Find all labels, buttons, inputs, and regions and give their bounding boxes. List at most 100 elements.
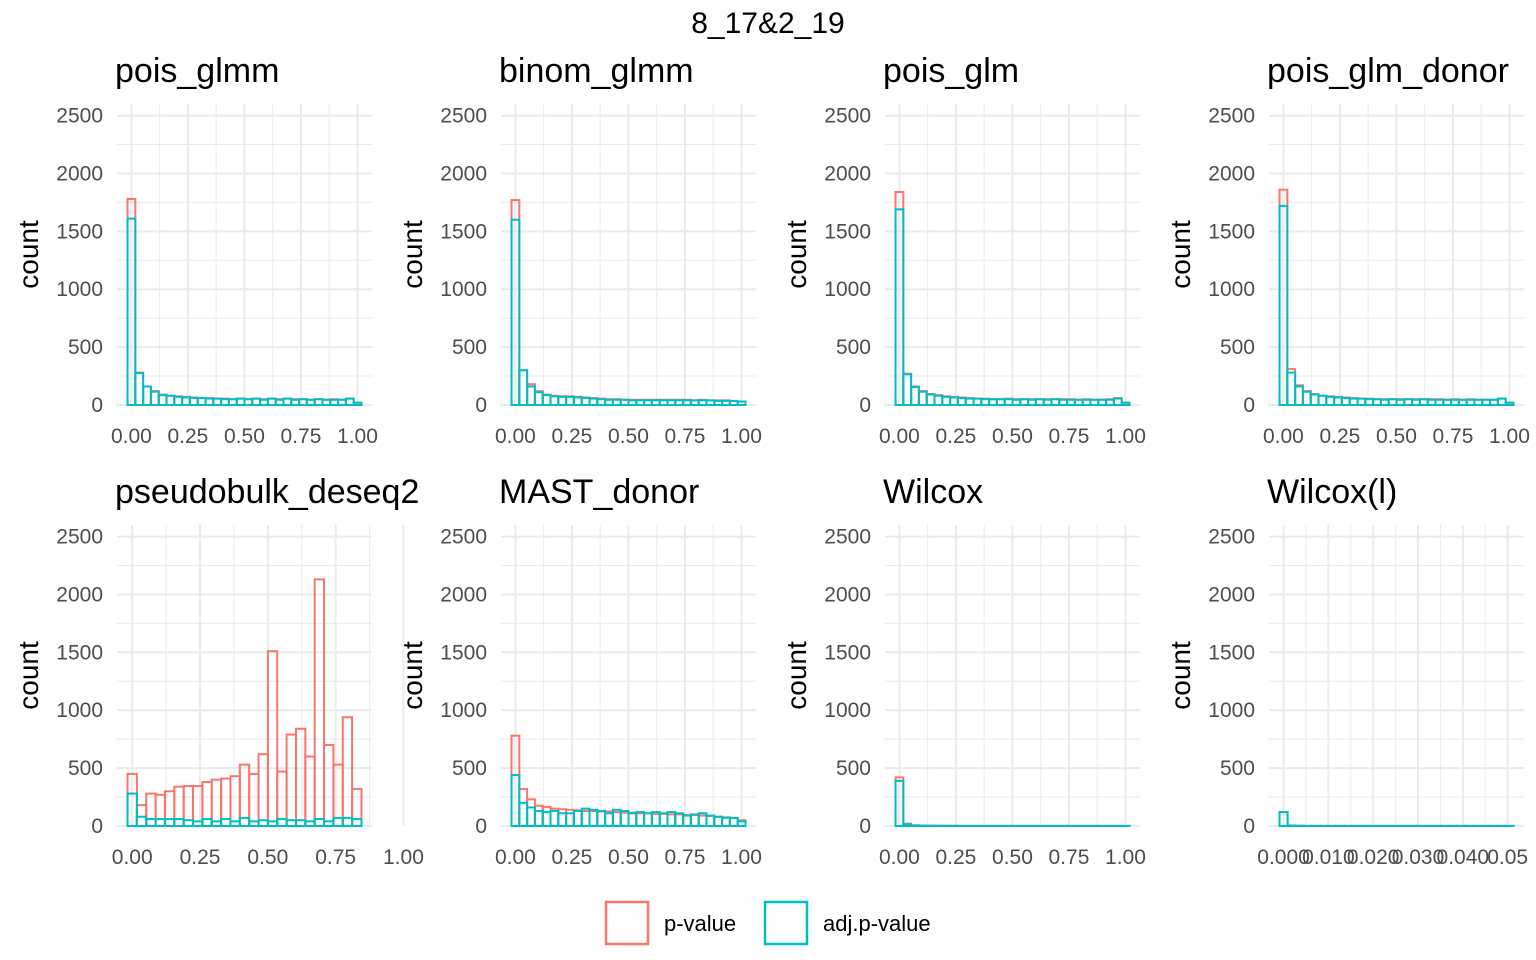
y-axis-label: count bbox=[781, 641, 812, 710]
x-tick-label: 0.00 bbox=[879, 846, 920, 869]
y-tick-label: 1500 bbox=[824, 641, 871, 664]
bar-adj-p-value bbox=[196, 397, 207, 406]
x-tick-label: 1.00 bbox=[1105, 425, 1146, 448]
panel-wilcox: 0 500 1000 1500 2000 2500 0.00 0.25 0.50 0.75 1.00… bbox=[781, 473, 1146, 869]
bar-adj-p-value bbox=[1034, 398, 1045, 407]
bar-p-value bbox=[149, 390, 160, 407]
y-axis-label: count bbox=[1165, 220, 1196, 289]
bar-p-value bbox=[323, 743, 335, 828]
bar-p-value bbox=[572, 809, 583, 828]
bar-adj-p-value bbox=[149, 390, 160, 406]
y-axis-label: count bbox=[13, 220, 44, 289]
x-tick-label: 0.75 bbox=[1049, 846, 1090, 869]
bar-adj-p-value bbox=[549, 809, 560, 828]
x-tick-label: 0.75 bbox=[281, 425, 322, 448]
bar-adj-p-value bbox=[980, 398, 991, 407]
bar-adj-p-value bbox=[1457, 398, 1468, 406]
bar-p-value bbox=[165, 394, 176, 407]
panel-binom-glmm: 0 500 1000 1500 2000 2500 0.00 0.25 0.50 0.75 1.00… bbox=[397, 52, 762, 448]
panel-title: pois_glm bbox=[883, 52, 1019, 90]
bar-adj-p-value bbox=[145, 818, 157, 827]
panel-title: Wilcox(l) bbox=[1267, 473, 1397, 511]
bar-p-value bbox=[689, 814, 700, 828]
x-tick-label: 0.00 bbox=[495, 425, 536, 448]
bar-adj-p-value bbox=[902, 373, 913, 407]
bar-adj-p-value bbox=[257, 819, 269, 828]
bar-adj-p-value bbox=[557, 812, 568, 827]
bar-p-value bbox=[257, 753, 269, 828]
panel-mast-donor: 0 500 1000 1500 2000 2500 0.00 0.25 0.50 0.75 1.00… bbox=[397, 473, 762, 869]
y-tick-label: 0 bbox=[475, 815, 487, 838]
bar-p-value bbox=[1294, 384, 1304, 407]
y-tick-label: 2500 bbox=[440, 526, 487, 549]
bar-adj-p-value bbox=[1027, 398, 1037, 406]
bar-adj-p-value bbox=[305, 398, 316, 406]
bar-p-value bbox=[557, 808, 568, 827]
x-tick-label: 0.25 bbox=[551, 425, 592, 448]
panel-title: pois_glmm bbox=[115, 52, 279, 90]
bar-adj-p-value bbox=[1411, 398, 1421, 406]
bar-adj-p-value bbox=[1442, 398, 1453, 406]
bar-adj-p-value bbox=[572, 809, 583, 828]
bar-p-value bbox=[173, 785, 185, 828]
x-tick-label: 0.00 bbox=[112, 846, 153, 869]
bar-adj-p-value bbox=[126, 217, 137, 406]
bar-adj-p-value bbox=[658, 812, 669, 827]
bar-adj-p-value bbox=[229, 820, 241, 827]
x-tick-label: 1.00 bbox=[1489, 425, 1530, 448]
y-tick-label: 1500 bbox=[824, 220, 871, 243]
bar-p-value bbox=[238, 763, 251, 828]
bar-adj-p-value bbox=[933, 394, 944, 407]
bar-adj-p-value bbox=[572, 396, 583, 407]
y-tick-label: 0 bbox=[859, 815, 871, 838]
legend-label-p-value: p-value bbox=[664, 911, 736, 936]
bar-adj-p-value bbox=[126, 792, 138, 827]
y-tick-label: 0 bbox=[91, 394, 103, 417]
bar-adj-p-value bbox=[1278, 811, 1289, 827]
bar-adj-p-value bbox=[518, 801, 529, 827]
bar-adj-p-value bbox=[188, 397, 199, 406]
bar-adj-p-value bbox=[1379, 398, 1390, 406]
bar-adj-p-value bbox=[549, 395, 560, 407]
y-tick-label: 500 bbox=[1220, 757, 1255, 780]
x-tick-label: 0.00 bbox=[111, 425, 152, 448]
bar-p-value bbox=[266, 650, 279, 828]
bar-adj-p-value bbox=[1348, 397, 1359, 406]
bar-p-value bbox=[1317, 394, 1328, 407]
bar-adj-p-value bbox=[533, 391, 544, 406]
bar-adj-p-value bbox=[248, 820, 260, 827]
y-tick-label: 2000 bbox=[56, 583, 103, 606]
y-tick-label: 2500 bbox=[440, 105, 487, 128]
bar-adj-p-value bbox=[902, 823, 913, 828]
y-tick-label: 1500 bbox=[56, 220, 103, 243]
bar-p-value bbox=[145, 792, 157, 827]
y-tick-label: 2500 bbox=[824, 105, 871, 128]
x-tick-label: 0.25 bbox=[551, 846, 592, 869]
bar-adj-p-value bbox=[526, 806, 536, 828]
y-tick-label: 2500 bbox=[56, 526, 103, 549]
y-axis-label: count bbox=[781, 220, 812, 289]
bar-p-value bbox=[134, 371, 145, 407]
bar-adj-p-value bbox=[941, 395, 952, 406]
x-tick-label: 0.00 bbox=[495, 846, 536, 869]
bar-p-value bbox=[650, 812, 661, 828]
y-tick-label: 2500 bbox=[824, 526, 871, 549]
bar-adj-p-value bbox=[238, 816, 251, 828]
y-tick-label: 0 bbox=[475, 394, 487, 417]
bar-adj-p-value bbox=[201, 818, 213, 827]
y-tick-label: 1000 bbox=[440, 699, 487, 722]
panel-title: MAST_donor bbox=[499, 473, 699, 511]
y-tick-label: 1000 bbox=[56, 699, 103, 722]
bar-adj-p-value bbox=[1496, 397, 1507, 406]
bar-adj-p-value bbox=[313, 398, 324, 407]
x-tick-label: 0.00 bbox=[879, 425, 920, 448]
x-tick-label: 0.25 bbox=[1319, 425, 1360, 448]
bar-adj-p-value bbox=[313, 818, 326, 827]
bar-adj-p-value bbox=[689, 813, 700, 828]
bar-p-value bbox=[518, 787, 529, 828]
bar-adj-p-value bbox=[304, 820, 316, 827]
bar-adj-p-value bbox=[1325, 395, 1336, 406]
bar-adj-p-value bbox=[604, 812, 614, 827]
bar-adj-p-value bbox=[1058, 398, 1069, 406]
